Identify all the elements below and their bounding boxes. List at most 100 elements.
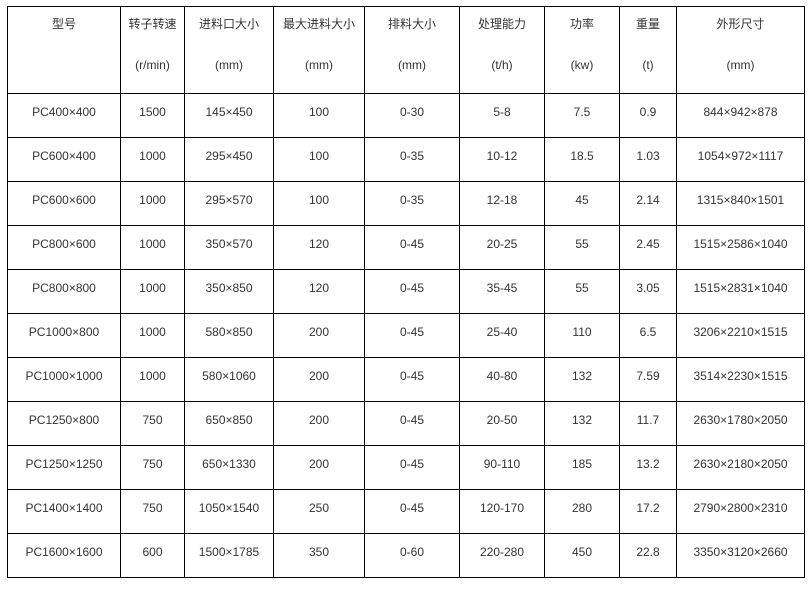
table-cell: 185 xyxy=(544,445,620,490)
table-cell: 0-45 xyxy=(364,445,460,490)
table-cell: 0-45 xyxy=(364,401,460,446)
header-label: 功率 xyxy=(569,17,594,31)
table-cell: 1500×1785 xyxy=(184,533,274,578)
table-cell: 2.14 xyxy=(619,181,677,226)
table-cell: 350×850 xyxy=(184,269,274,314)
header-label: 进料口大小 xyxy=(198,17,259,31)
column-header: 重量 (t) xyxy=(619,6,677,94)
table-cell: 350 xyxy=(273,533,365,578)
table-cell: 40-80 xyxy=(459,357,545,402)
table-cell: 295×570 xyxy=(184,181,274,226)
table-cell: 1500 xyxy=(120,93,185,138)
header-unit: (t) xyxy=(642,58,654,72)
table-cell: 7.5 xyxy=(544,93,620,138)
table-cell: 0-45 xyxy=(364,269,460,314)
table-cell: PC1250×1250 xyxy=(7,445,121,490)
table-cell: PC1000×1000 xyxy=(7,357,121,402)
table-cell: 0-45 xyxy=(364,489,460,534)
header-label: 型号 xyxy=(51,17,76,31)
table-cell: 110 xyxy=(544,313,620,358)
table-cell: 100 xyxy=(273,93,365,138)
table-cell: 120 xyxy=(273,225,365,270)
table-cell: 13.2 xyxy=(619,445,677,490)
table-cell: 200 xyxy=(273,445,365,490)
table-cell: 12-18 xyxy=(459,181,545,226)
header-row: 型号 转子转速 (r/min) 进料口大小 (mm) 最大进料大小 (mm) 排料大小 (mm)… xyxy=(7,6,805,94)
table-row: PC600×400 1000 295×450 100 0-35 10-12 18.5 1.03… xyxy=(7,137,805,182)
table-cell: 3514×2230×1515 xyxy=(676,357,805,402)
header-label: 外形尺寸 xyxy=(716,17,765,31)
table-cell: 2.45 xyxy=(619,225,677,270)
table-cell: 1000 xyxy=(120,181,185,226)
table-cell: 17.2 xyxy=(619,489,677,534)
column-header: 功率 (kw) xyxy=(544,6,620,94)
table-cell: 6.5 xyxy=(619,313,677,358)
table-cell: 0-35 xyxy=(364,181,460,226)
table-cell: 132 xyxy=(544,357,620,402)
table-cell: 1000 xyxy=(120,225,185,270)
header-label: 处理能力 xyxy=(477,17,526,31)
table-cell: 10-12 xyxy=(459,137,545,182)
table-cell: 7.59 xyxy=(619,357,677,402)
table-cell: 750 xyxy=(120,489,185,534)
table-cell: 750 xyxy=(120,445,185,490)
table-cell: 3.05 xyxy=(619,269,677,314)
table-cell: 750 xyxy=(120,401,185,446)
table-cell: 0-45 xyxy=(364,225,460,270)
table-cell: 1515×2831×1040 xyxy=(676,269,805,314)
table-cell: 1000 xyxy=(120,137,185,182)
table-cell: 1054×972×1117 xyxy=(676,137,805,182)
table-cell: 1000 xyxy=(120,269,185,314)
table-row: PC1000×1000 1000 580×1060 200 0-45 40-80 132 7.… xyxy=(7,357,805,402)
table-cell: 0-30 xyxy=(364,93,460,138)
table-row: PC400×400 1500 145×450 100 0-30 5-8 7.5 0.9 844×… xyxy=(7,93,805,138)
table-cell: 250 xyxy=(273,489,365,534)
table-cell: 2630×2180×2050 xyxy=(676,445,805,490)
table-cell: PC1250×800 xyxy=(7,401,121,446)
table-cell: 145×450 xyxy=(184,93,274,138)
header-label: 最大进料大小 xyxy=(282,17,355,31)
column-header: 排料大小 (mm) xyxy=(364,6,460,94)
table-cell: 132 xyxy=(544,401,620,446)
table-cell: 200 xyxy=(273,357,365,402)
column-header: 外形尺寸 (mm) xyxy=(676,6,805,94)
table-cell: 25-40 xyxy=(459,313,545,358)
table-cell: 0-45 xyxy=(364,313,460,358)
table-cell: 5-8 xyxy=(459,93,545,138)
table-cell: 0-35 xyxy=(364,137,460,182)
table-cell: 2630×1780×2050 xyxy=(676,401,805,446)
specs-table: 型号 转子转速 (r/min) 进料口大小 (mm) 最大进料大小 (mm) 排料大小 (mm)… xyxy=(7,6,805,578)
table-cell: 450 xyxy=(544,533,620,578)
table-row: PC600×600 1000 295×570 100 0-35 12-18 45 2.14 13… xyxy=(7,181,805,226)
header-label: 排料大小 xyxy=(387,17,436,31)
table-cell: 200 xyxy=(273,401,365,446)
column-header: 进料口大小 (mm) xyxy=(184,6,274,94)
table-cell: 295×450 xyxy=(184,137,274,182)
header-unit: (kw) xyxy=(570,58,594,72)
table-cell: 1050×1540 xyxy=(184,489,274,534)
table-cell: 18.5 xyxy=(544,137,620,182)
table-cell: 55 xyxy=(544,269,620,314)
table-cell: 20-50 xyxy=(459,401,545,446)
table-cell: PC1000×800 xyxy=(7,313,121,358)
column-header: 最大进料大小 (mm) xyxy=(273,6,365,94)
table-cell: PC400×400 xyxy=(7,93,121,138)
table-cell: PC1400×1400 xyxy=(7,489,121,534)
table-cell: 0-60 xyxy=(364,533,460,578)
table-cell: 650×850 xyxy=(184,401,274,446)
table-cell: PC600×600 xyxy=(7,181,121,226)
table-cell: 120 xyxy=(273,269,365,314)
table-row: PC800×600 1000 350×570 120 0-45 20-25 55 2.45 15… xyxy=(7,225,805,270)
table-cell: 22.8 xyxy=(619,533,677,578)
table-cell: 90-110 xyxy=(459,445,545,490)
table-cell: 350×570 xyxy=(184,225,274,270)
table-cell: 2790×2800×2310 xyxy=(676,489,805,534)
table-cell: 220-280 xyxy=(459,533,545,578)
table-cell: 200 xyxy=(273,313,365,358)
table-cell: 0.9 xyxy=(619,93,677,138)
table-cell: 100 xyxy=(273,181,365,226)
table-row: PC1250×1250 750 650×1330 200 0-45 90-110 185 13… xyxy=(7,445,805,490)
table-cell: 844×942×878 xyxy=(676,93,805,138)
table-cell: PC800×800 xyxy=(7,269,121,314)
table-cell: 45 xyxy=(544,181,620,226)
